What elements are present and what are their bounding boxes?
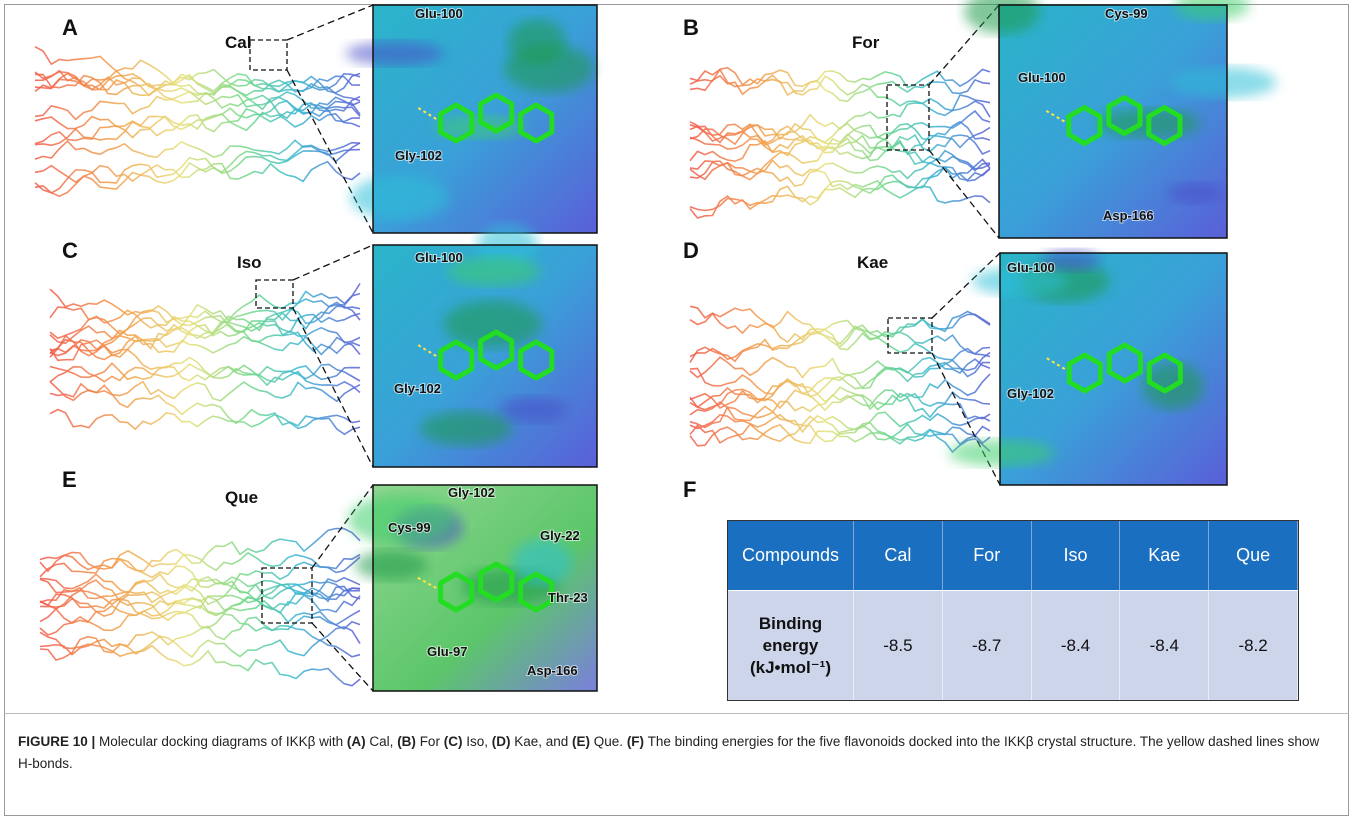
protein-ribbon [50,382,360,435]
row-label-line: Binding [759,613,822,635]
caption-text: (B) [397,734,416,749]
residue-label: Glu-100 [1007,260,1055,275]
inset-helix [355,550,427,580]
zoom-connector [293,245,373,280]
caption-text: Iso, [462,734,491,749]
inset-helix [420,411,512,446]
caption-text: (F) [627,734,644,749]
table-value-cell: -8.2 [1209,590,1298,700]
caption-text: (E) [572,734,590,749]
table-header-cell: Kae [1120,521,1209,590]
protein-ribbon [40,636,360,657]
zoom-box [256,280,293,308]
protein-ribbon [690,312,990,360]
protein-ribbon [40,632,360,685]
zoom-box [250,40,287,70]
residue-label: Asp-166 [527,663,578,678]
residue-label: Gly-102 [448,485,495,500]
caption: FIGURE 10 | Molecular docking diagrams o… [18,731,1328,775]
panel-label: A [62,15,78,40]
residue-label: Gly-102 [1007,386,1054,401]
protein-ribbon [690,68,990,88]
panel-label: D [683,238,699,263]
page: A Cal Glu-100 Gly-102 B For Cys-99 Glu-100 Asp-1… [0,0,1355,824]
residue-label: Thr-23 [548,590,588,605]
table-value-cell: -8.4 [1120,590,1209,700]
compound-name: For [852,33,880,52]
table-header-cell: Que [1209,521,1298,590]
row-label-line: energy [763,635,819,657]
caption-text: Que. [590,734,627,749]
table-header-cell: For [943,521,1032,590]
residue-label: Gly-22 [540,528,580,543]
inset-helix [1171,67,1277,99]
caption-rule [4,713,1349,714]
row-label-line: (kJ•mol⁻¹) [750,657,831,679]
residue-label: Cys-99 [1105,6,1148,21]
protein-ribbon [50,336,360,355]
inset-helix [508,19,566,63]
panel-label: C [62,238,78,263]
protein-ribbon [690,402,990,452]
table-header-cell: Iso [1032,521,1121,590]
protein-ribbon [690,314,990,360]
residue-label: Glu-100 [415,6,463,21]
residue-label: Gly-102 [395,148,442,163]
protein-ribbon [35,140,360,159]
inset-helix [501,397,567,423]
protein-ribbon [690,70,990,118]
compound-name: Cal [225,33,251,52]
residue-label: Glu-100 [415,250,463,265]
inset-helix [1167,183,1222,204]
caption-text: Molecular docking diagrams of IKKβ with [95,734,347,749]
zoom-connector [312,623,373,691]
inset-helix [346,41,444,65]
table-header-cell: Compounds [728,521,854,590]
caption-text: Cal, [366,734,398,749]
protein-ribbon [690,412,990,432]
zoom-connector [287,5,373,40]
inset-helix [948,440,1054,467]
caption-text: Kae, and [510,734,572,749]
binding-table: CompoundsCalForIsoKaeQue Bindingenergy(kJ… [727,520,1299,701]
caption-text: (A) [347,734,366,749]
compound-name: Iso [237,253,262,272]
panel-label: B [683,15,699,40]
panel-label: E [62,467,77,492]
residue-label: Glu-97 [427,644,467,659]
panel-label: F [683,477,696,502]
inset-helix [351,176,449,220]
residue-label: Gly-102 [394,381,441,396]
caption-text: For [416,734,444,749]
compound-name: Kae [857,253,888,272]
residue-label: Asp-166 [1103,208,1154,223]
protein-ribbon [40,588,360,635]
protein-ribbon [690,75,990,95]
compound-name: Que [225,488,258,507]
protein-ribbon [50,410,360,430]
table-header-cell: Cal [854,521,943,590]
table-value-cell: -8.5 [854,590,943,700]
caption-text: (C) [444,734,463,749]
table-value-cell: -8.7 [943,590,1032,700]
caption-text: (D) [492,734,511,749]
table-value-cell: -8.4 [1032,590,1121,700]
residue-label: Cys-99 [388,520,431,535]
protein-ribbon [35,162,360,183]
residue-label: Glu-100 [1018,70,1066,85]
caption-text: FIGURE 10 | [18,734,95,749]
protein-ribbon [50,314,360,361]
